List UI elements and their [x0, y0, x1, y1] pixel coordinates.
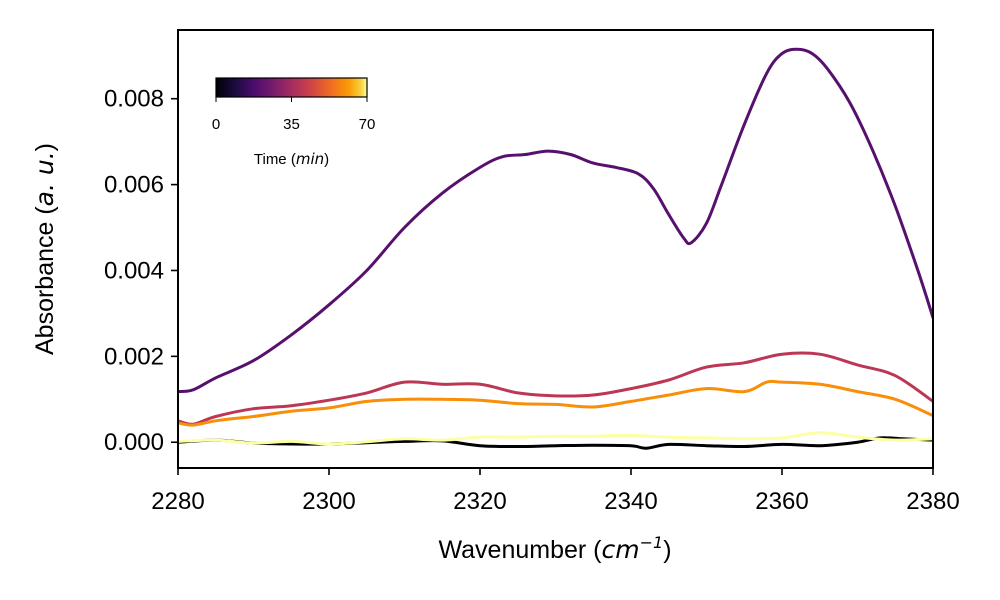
colorbar-title: Time (min): [254, 150, 329, 168]
colorbar-gradient: [215, 77, 368, 98]
x-tick-label: 2340: [604, 488, 657, 515]
x-tick-label: 2320: [453, 488, 506, 515]
y-tick-label: 0.006: [104, 172, 164, 199]
x-tick-label: 2300: [302, 488, 355, 515]
y-tick-label: 0.008: [104, 86, 164, 113]
series-line-2: [178, 351, 933, 426]
series-line-3: [178, 379, 933, 427]
y-tick-label: 0.004: [104, 257, 164, 284]
y-tick-label: 0.002: [104, 343, 164, 370]
x-tick-label: 2280: [151, 488, 204, 515]
colorbar-tick-label: 70: [359, 116, 376, 133]
y-axis-label: Absorbance (a. u.): [30, 143, 59, 355]
x-tick-label: 2380: [906, 488, 959, 515]
tick-layer: 2280 2300 2320 2340 2360 2380 0.000 0.002 0.004 0…: [104, 86, 960, 515]
x-axis-label: Wavenumber (cm−1): [438, 533, 671, 564]
plot-frame: [177, 29, 934, 469]
colorbar-tick-label: 0: [212, 116, 220, 133]
colorbar-tick-label: 35: [283, 116, 300, 133]
series-line-4: [178, 431, 933, 446]
y-tick-label: 0.000: [104, 429, 164, 456]
series-line-0: [178, 436, 933, 450]
x-tick-label: 2360: [755, 488, 808, 515]
colorbar: 0 35 70 Time (min): [212, 77, 376, 168]
series-layer: [178, 47, 933, 450]
series-line-1: [178, 47, 933, 394]
